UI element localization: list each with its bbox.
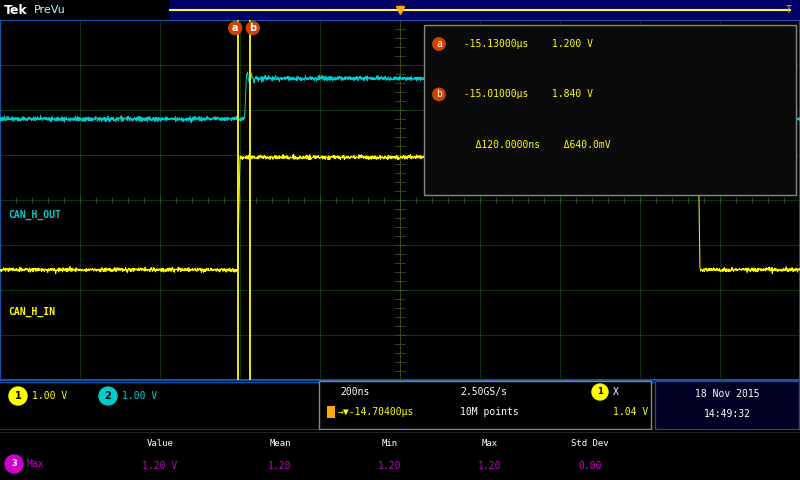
Text: 0.00: 0.00 (578, 461, 602, 471)
Text: 1.20: 1.20 (268, 461, 292, 471)
Text: b: b (436, 89, 442, 99)
Circle shape (9, 387, 27, 405)
Text: 200ns: 200ns (340, 387, 370, 397)
Text: 1.00 V: 1.00 V (32, 391, 67, 401)
FancyBboxPatch shape (424, 25, 796, 194)
Circle shape (99, 387, 117, 405)
Text: a: a (232, 23, 238, 33)
Text: Mean: Mean (270, 440, 290, 448)
FancyBboxPatch shape (655, 381, 799, 429)
Text: a: a (436, 39, 442, 49)
Text: T: T (786, 5, 792, 15)
Text: 1.00 V: 1.00 V (122, 391, 158, 401)
Text: b: b (250, 23, 256, 33)
Text: CAN_H_OUT: CAN_H_OUT (8, 210, 61, 220)
Text: 2: 2 (105, 391, 111, 401)
Text: 18 Nov 2015: 18 Nov 2015 (694, 389, 759, 399)
Text: CAN_H_IN: CAN_H_IN (8, 307, 55, 317)
Text: 1.20: 1.20 (378, 461, 402, 471)
Text: 3: 3 (11, 459, 17, 468)
Text: 14:49:32: 14:49:32 (703, 409, 750, 419)
Text: Min: Min (382, 440, 398, 448)
Text: 2.50GS/s: 2.50GS/s (460, 387, 507, 397)
Text: Δ120.0000ns    Δ640.0mV: Δ120.0000ns Δ640.0mV (452, 140, 610, 150)
Circle shape (592, 384, 608, 400)
Bar (170, 0, 800, 20)
Text: Max: Max (27, 459, 45, 469)
Text: Value: Value (146, 440, 174, 448)
FancyBboxPatch shape (319, 381, 651, 429)
Text: T: T (328, 407, 334, 417)
Text: Max: Max (482, 440, 498, 448)
Text: Tek: Tek (4, 3, 28, 16)
Bar (0, 0, 170, 20)
Text: Std Dev: Std Dev (571, 440, 609, 448)
Text: -15.13000μs    1.200 V: -15.13000μs 1.200 V (452, 39, 593, 49)
Text: 1: 1 (14, 391, 22, 401)
Text: 1.20: 1.20 (478, 461, 502, 471)
Circle shape (5, 455, 23, 473)
Text: 10M points: 10M points (460, 407, 518, 417)
Text: PreVu: PreVu (34, 5, 66, 15)
Text: -15.01000μs    1.840 V: -15.01000μs 1.840 V (452, 89, 593, 99)
Text: 1: 1 (597, 387, 603, 396)
Text: X: X (613, 387, 619, 397)
Text: 1.20 V: 1.20 V (142, 461, 178, 471)
Text: 1.04 V: 1.04 V (613, 407, 648, 417)
Text: →▼-14.70400μs: →▼-14.70400μs (338, 407, 414, 417)
